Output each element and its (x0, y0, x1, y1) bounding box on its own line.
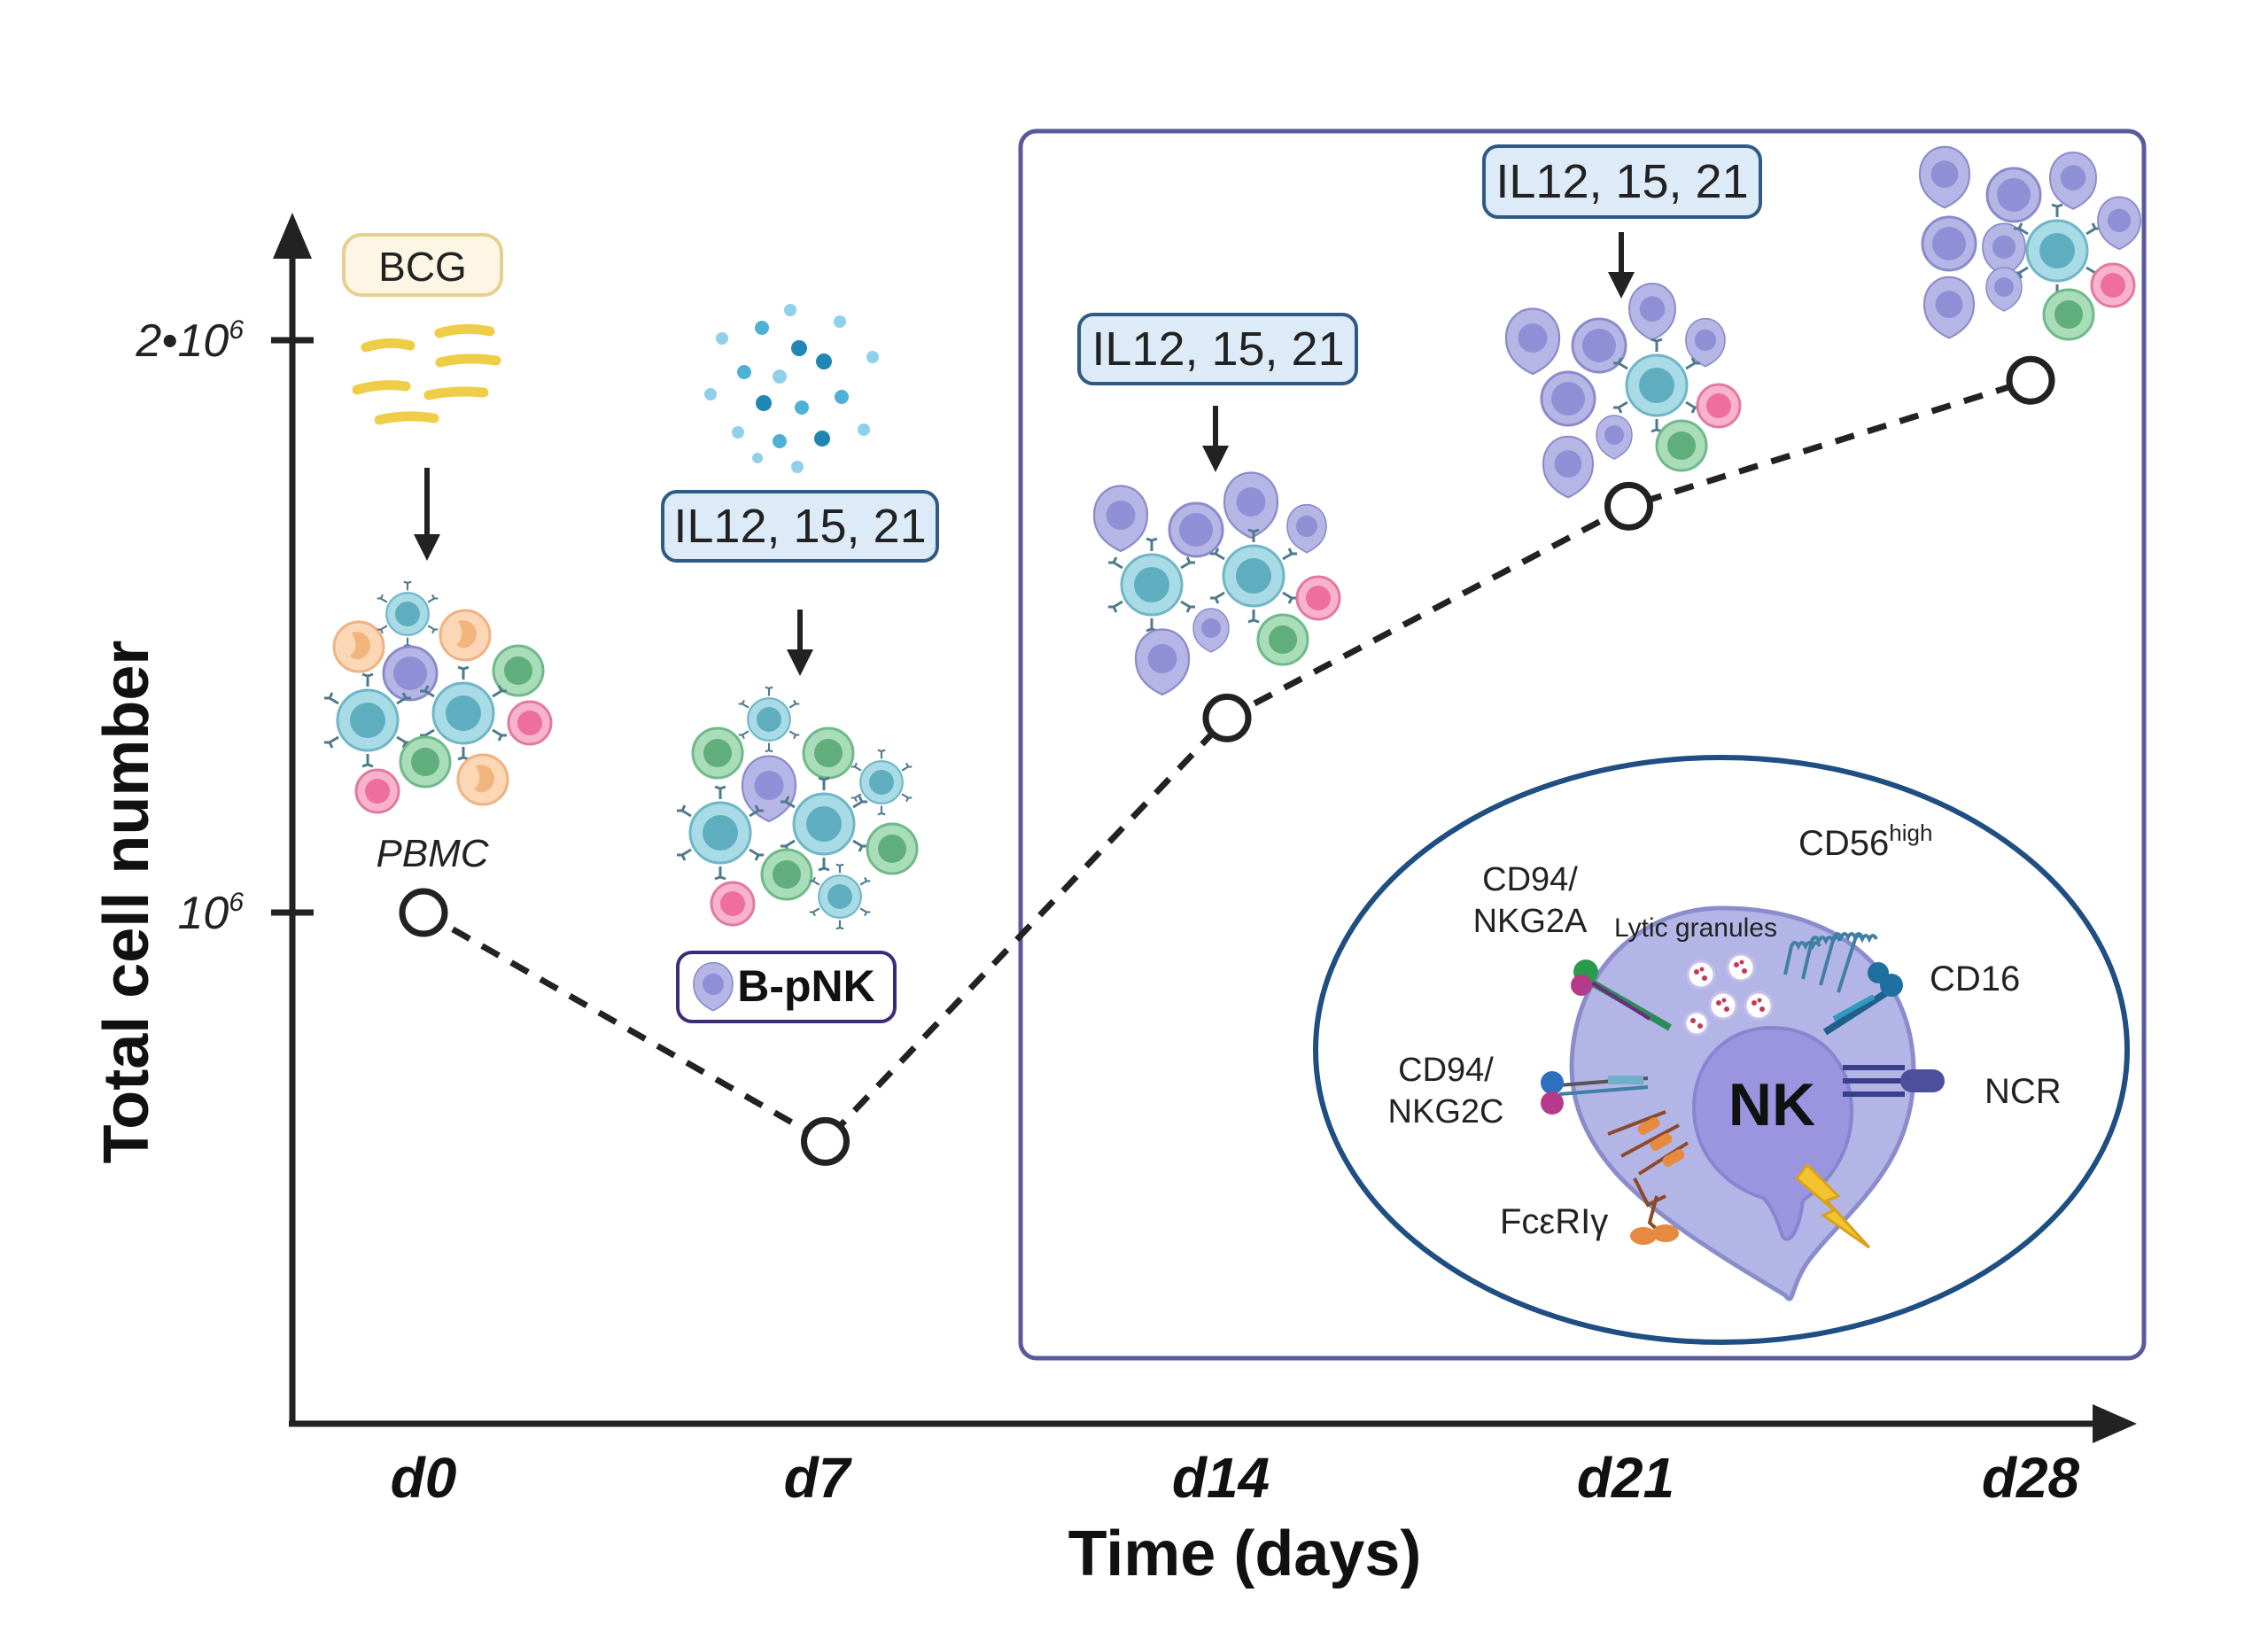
cytokine-label-d21: IL12, 15, 21 (1495, 155, 1748, 208)
x-tick-d21: d21 (1577, 1446, 1674, 1510)
y-tick-label-1e6: 106 (177, 888, 244, 939)
cytokine-box-d14: IL12, 15, 21 (1077, 313, 1358, 385)
data-point-d21 (1604, 481, 1653, 531)
expansion-phase-box (1018, 128, 2147, 1361)
fcerig-label: FcεRIγ (1500, 1202, 1608, 1241)
cd94-nkg2a-label-line1: CD94/ (1482, 861, 1578, 898)
lytic-granules-label: Lytic granules (1614, 913, 1777, 943)
y-axis-arrow-icon (273, 213, 312, 259)
x-tick-d7: d7 (784, 1446, 853, 1510)
d14-cluster-icon (1092, 471, 1341, 696)
cytokine-label-d14: IL12, 15, 21 (1091, 322, 1344, 376)
y-tick-label-2e6: 2•106 (135, 315, 244, 367)
cd56-receptor-icon (1783, 932, 1878, 993)
cd94-nkg2c-label-line1: CD94/ (1398, 1052, 1494, 1089)
cytokine-box-d21: IL12, 15, 21 (1482, 144, 1762, 219)
data-point-d7 (801, 1116, 850, 1166)
axes: 2•106 106 Total cell number d0 d7 d14 d2… (91, 213, 2137, 1589)
bpnk-badge: B-pNK (676, 951, 897, 1023)
cytokine-dots-icon (704, 304, 879, 473)
data-point-d0 (399, 888, 448, 937)
cd56-label: CD56high (1798, 820, 1932, 863)
x-tick-d14: d14 (1172, 1446, 1270, 1510)
bpnk-label: B-pNK (737, 961, 875, 1011)
bcg-box (342, 233, 503, 297)
d21-cluster-icon (1504, 283, 1742, 499)
nk-cell-inset: NK (1313, 755, 2130, 1345)
y-axis-label: Total cell number (91, 641, 162, 1164)
x-tick-d0: d0 (391, 1446, 457, 1510)
ncr-receptor-icon (1843, 1065, 1945, 1097)
cytokine-box-d7: IL12, 15, 21 (661, 490, 939, 563)
ncr-label: NCR (1984, 1072, 2062, 1111)
cd94-nkg2c-receptor-icon (1541, 1071, 1649, 1115)
d28-cluster-icon (1918, 145, 2141, 341)
cd94-nkg2a-receptor-icon (1571, 959, 1673, 1031)
x-tick-d28: d28 (1982, 1446, 2080, 1510)
cytokine-label-d7: IL12, 15, 21 (673, 500, 926, 553)
lytic-granules-icon (1683, 952, 1774, 1037)
cd94-nkg2a-label-line2: NKG2A (1473, 903, 1588, 940)
bcg-group: BCG (342, 233, 503, 561)
cd94-nkg2c-label-line2: NKG2C (1388, 1093, 1504, 1130)
bcg-bacilli-icon (352, 323, 501, 425)
lightning-icon (1794, 1162, 1871, 1249)
cd16-label: CD16 (1930, 959, 2020, 998)
x-axis-arrow-icon (2093, 1404, 2137, 1443)
bcg-label: BCG (378, 244, 467, 290)
pbmc-cluster-icon (322, 580, 553, 814)
cell-count-series (399, 355, 2055, 1166)
nk-nucleus-label: NK (1728, 1071, 1815, 1138)
pbmc-label: PBMC (376, 832, 489, 875)
cd16-receptor-icon (1822, 962, 1903, 1036)
bpnk-cluster-icon (675, 686, 919, 930)
data-point-d14 (1202, 693, 1252, 742)
fcerig-receptor-icon (1607, 1110, 1689, 1245)
data-point-d28 (2006, 355, 2055, 405)
x-axis-label: Time (days) (1068, 1519, 1422, 1589)
